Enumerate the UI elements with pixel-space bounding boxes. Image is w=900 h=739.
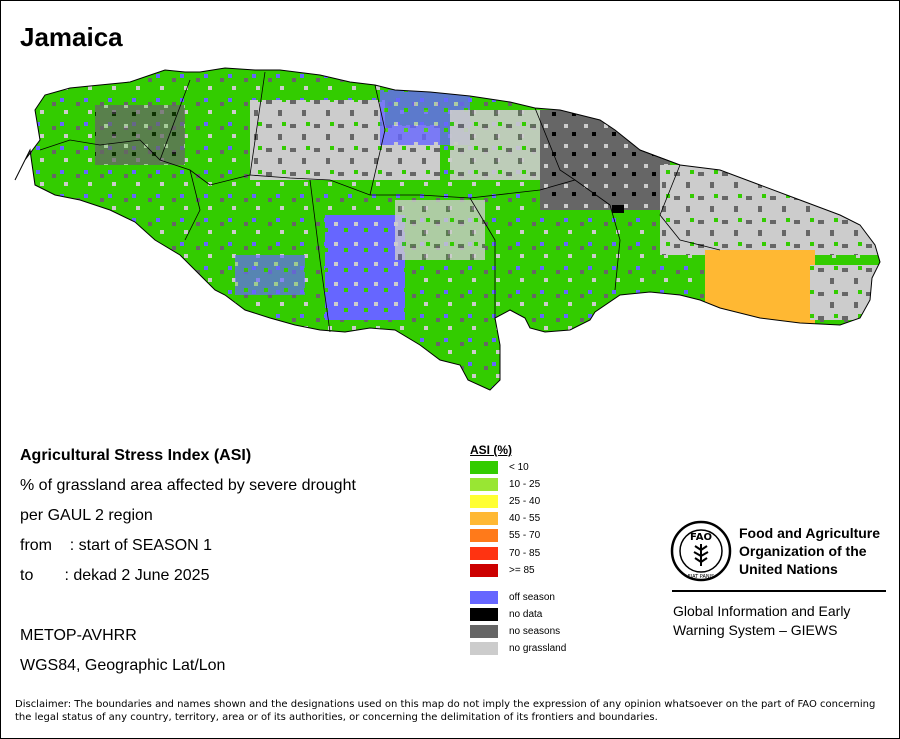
legend-swatch (470, 529, 498, 543)
legend-label: 25 - 40 (509, 495, 541, 507)
legend-item: off season (470, 590, 555, 604)
legend-label: < 10 (509, 461, 529, 473)
legend-swatch (470, 607, 498, 621)
map-title: Jamaica (20, 22, 123, 52)
legend-swatch (470, 477, 498, 491)
giews-line1: Global Information and Early (673, 603, 851, 619)
giews-line2: Warning System – GIEWS (673, 622, 838, 638)
legend-swatch (470, 625, 498, 639)
fao-logo-icon: FAO FIAT PANIS (670, 520, 732, 582)
fao-name-line3: United Nations (739, 561, 838, 577)
legend-swatch (470, 460, 498, 474)
legend-label: 55 - 70 (509, 530, 541, 542)
fao-name-line1: Food and Agriculture (739, 525, 881, 541)
fao-logo-letters: FAO (690, 532, 712, 543)
info-sensor: METOP-AVHRR (20, 627, 137, 644)
legend-swatch (470, 546, 498, 560)
legend-swatch (470, 563, 498, 577)
legend-swatch (470, 494, 498, 508)
legend-title: ASI (%) (470, 443, 512, 457)
fao-name-line2: Organization of the (739, 543, 867, 559)
info-line2: per GAUL 2 region (20, 507, 153, 524)
legend-label: 10 - 25 (509, 478, 541, 490)
legend-item: 40 - 55 (470, 512, 540, 526)
legend-label: no grassland (509, 643, 567, 655)
legend-item: >= 85 (470, 563, 535, 577)
legend-label: 70 - 85 (509, 547, 541, 559)
jamaica-asi-map (14, 67, 881, 391)
legend-item: no data (470, 607, 542, 621)
legend-label: no seasons (509, 626, 561, 638)
legend-label: off season (509, 591, 555, 603)
legend-item: 25 - 40 (470, 494, 540, 508)
legend-label: >= 85 (509, 564, 535, 576)
giews-name: Global Information and Early Warning Sys… (673, 602, 893, 640)
fao-logo-motto: FIAT PANIS (688, 574, 715, 580)
map-raster (15, 68, 880, 390)
fao-name: Food and Agriculture Organization of the… (739, 524, 899, 578)
legend-item: 10 - 25 (470, 477, 540, 491)
info-line1: % of grassland area affected by severe d… (20, 477, 356, 494)
info-from: from : start of SEASON 1 (20, 537, 213, 554)
legend-swatch (470, 590, 498, 604)
legend-swatch (470, 512, 498, 526)
legend-swatch (470, 642, 498, 656)
legend-item: < 10 (470, 460, 529, 474)
legend-item: 55 - 70 (470, 529, 540, 543)
info-heading: Agricultural Stress Index (ASI) (20, 447, 252, 464)
parish-boundaries (39, 71, 721, 333)
disclaimer: Disclaimer: The boundaries and names sho… (15, 699, 876, 723)
legend-label: no data (509, 608, 543, 620)
legend-item: no seasons (470, 625, 560, 639)
info-to: to : dekad 2 June 2025 (20, 567, 210, 584)
legend-item: no grassland (470, 642, 566, 656)
legend-item: 70 - 85 (470, 546, 540, 560)
fao-divider (672, 590, 886, 592)
legend-label: 40 - 55 (509, 513, 541, 525)
info-projection: WGS84, Geographic Lat/Lon (20, 657, 226, 674)
